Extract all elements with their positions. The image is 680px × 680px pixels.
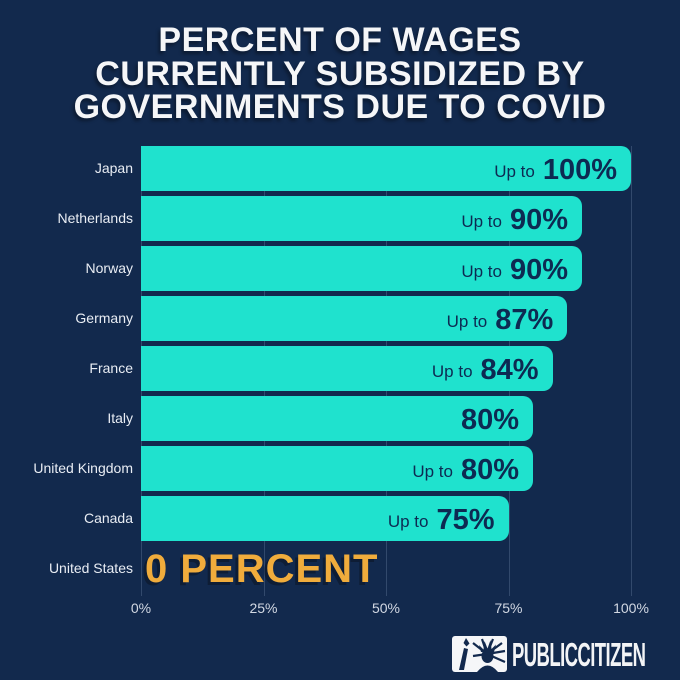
bar-value-prefix: Up to: [461, 261, 502, 281]
bar-value-prefix: Up to: [412, 461, 453, 481]
bar-value: 84%: [480, 354, 539, 386]
bar-value: 80%: [460, 454, 519, 486]
bar-value-prefix: Up to: [431, 361, 473, 381]
chart-row-norway: Norway Up to 90%: [0, 246, 680, 291]
country-label: United Kingdom: [33, 460, 133, 476]
bar-united-kingdom: Up to 80%: [141, 446, 533, 491]
chart-row-italy: Italy 80%: [0, 396, 680, 441]
bar-value: 90%: [509, 204, 568, 236]
bar-value: 87%: [495, 304, 554, 336]
bar-germany: Up to 87%: [141, 296, 568, 341]
x-tick-75: 75%: [494, 600, 523, 616]
statue-of-liberty-icon: [452, 636, 507, 672]
bar-france: Up to 84%: [141, 346, 553, 391]
bar-netherlands: Up to 90%: [141, 196, 582, 241]
footer-brand: PUBLICCITIZEN: [452, 635, 670, 673]
country-label: Germany: [75, 310, 133, 326]
bar-chart: Japan Up to 100% Netherlands Up to 90% N…: [0, 146, 680, 600]
chart-title-line-2: CURRENTLY SUBSIDIZED BY: [95, 54, 585, 93]
country-label: Italy: [107, 410, 133, 426]
chart-row-united-states: United States 0 PERCENT: [0, 546, 680, 591]
bar-value-prefix: Up to: [446, 311, 488, 331]
country-label: Netherlands: [57, 210, 134, 226]
x-tick-50: 50%: [371, 600, 401, 616]
chart-row-canada: Canada Up to 75%: [0, 496, 680, 541]
chart-title-line-1: PERCENT OF WAGES: [158, 21, 522, 59]
bar-value: 90%: [509, 254, 568, 286]
country-label: United States: [48, 560, 133, 576]
chart-row-france: France Up to 84%: [0, 346, 680, 391]
bar-value: 100%: [542, 154, 617, 186]
chart-row-germany: Germany Up to 87%: [0, 296, 680, 341]
gridline-100: [631, 146, 632, 596]
bar-value-prefix: Up to: [461, 211, 502, 231]
bar-value: 75%: [436, 504, 495, 536]
zero-percent-label: 0 PERCENT: [145, 547, 379, 591]
country-label: Norway: [85, 260, 133, 276]
chart-row-united-kingdom: United Kingdom Up to 80%: [0, 446, 680, 491]
x-tick-100: 100%: [613, 600, 649, 616]
x-tick-0: 0%: [130, 600, 152, 616]
bar-canada: Up to 75%: [141, 496, 509, 541]
country-label: France: [89, 360, 133, 376]
chart-title: PERCENT OF WAGES CURRENTLY SUBSIDIZED BY…: [0, 21, 680, 126]
bar-italy: 80%: [141, 396, 533, 441]
bar-value-prefix: Up to: [387, 511, 429, 531]
bar-value-prefix: Up to: [494, 161, 535, 181]
country-label: Canada: [83, 510, 133, 526]
bar-norway: Up to 90%: [141, 246, 582, 291]
country-label: Japan: [94, 160, 133, 176]
x-tick-25: 25%: [249, 600, 278, 616]
chart-title-line-3: GOVERNMENTS DUE TO COVID: [73, 88, 607, 126]
bar-value: 80%: [460, 404, 519, 436]
chart-row-japan: Japan Up to 100%: [0, 146, 680, 191]
bar-japan: Up to 100%: [141, 146, 631, 191]
bar-rows: Japan Up to 100% Netherlands Up to 90% N…: [0, 146, 680, 596]
chart-row-netherlands: Netherlands Up to 90%: [0, 196, 680, 241]
brand-wordmark: PUBLICCITIZEN: [512, 636, 646, 673]
